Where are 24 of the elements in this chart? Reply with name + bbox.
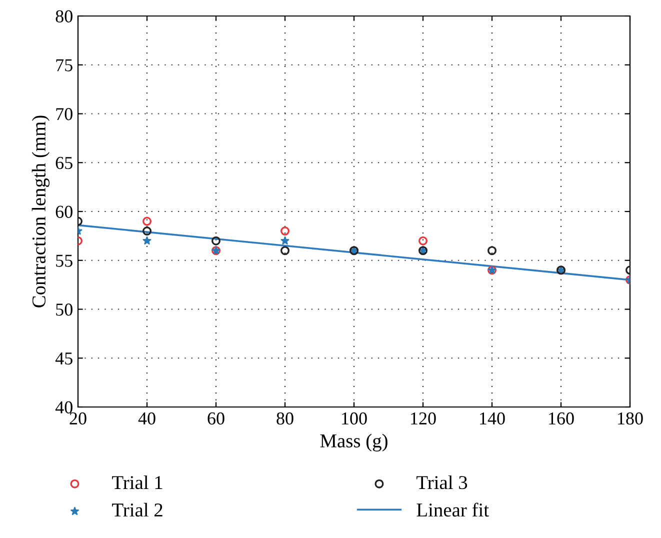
x-axis-title: Mass (g) [320, 434, 388, 452]
x-tick-label: 120 [411, 412, 436, 425]
x-tick-label: 40 [138, 412, 156, 425]
legend-label: Trial 1 [112, 475, 162, 490]
y-tick-label: 75 [56, 59, 72, 72]
y-tick-label: 55 [56, 254, 72, 267]
y-tick-label: 80 [56, 10, 72, 22]
x-tick-label: 140 [480, 412, 505, 425]
legend-label: Trial 2 [112, 502, 162, 517]
y-tick-label: 50 [56, 304, 72, 316]
x-tick-label: 160 [549, 412, 574, 425]
y-tick-label: 45 [55, 352, 72, 365]
x-tick-label: 80 [276, 412, 294, 425]
y-tick-label: 65 [56, 156, 72, 170]
y-tick-label: 40 [55, 401, 72, 414]
x-tick-label: 60 [208, 412, 224, 425]
x-tick-label: 100 [342, 412, 367, 425]
y-axis-title: Contraction length (mm) [32, 116, 50, 308]
legend-label: Trial 3 [416, 475, 468, 490]
x-tick-label: 20 [70, 412, 86, 425]
y-tick-label: 70 [56, 108, 72, 120]
legend-label: Linear fit [416, 502, 489, 517]
x-tick-label: 180 [618, 412, 643, 425]
y-tick-label: 60 [56, 206, 72, 218]
